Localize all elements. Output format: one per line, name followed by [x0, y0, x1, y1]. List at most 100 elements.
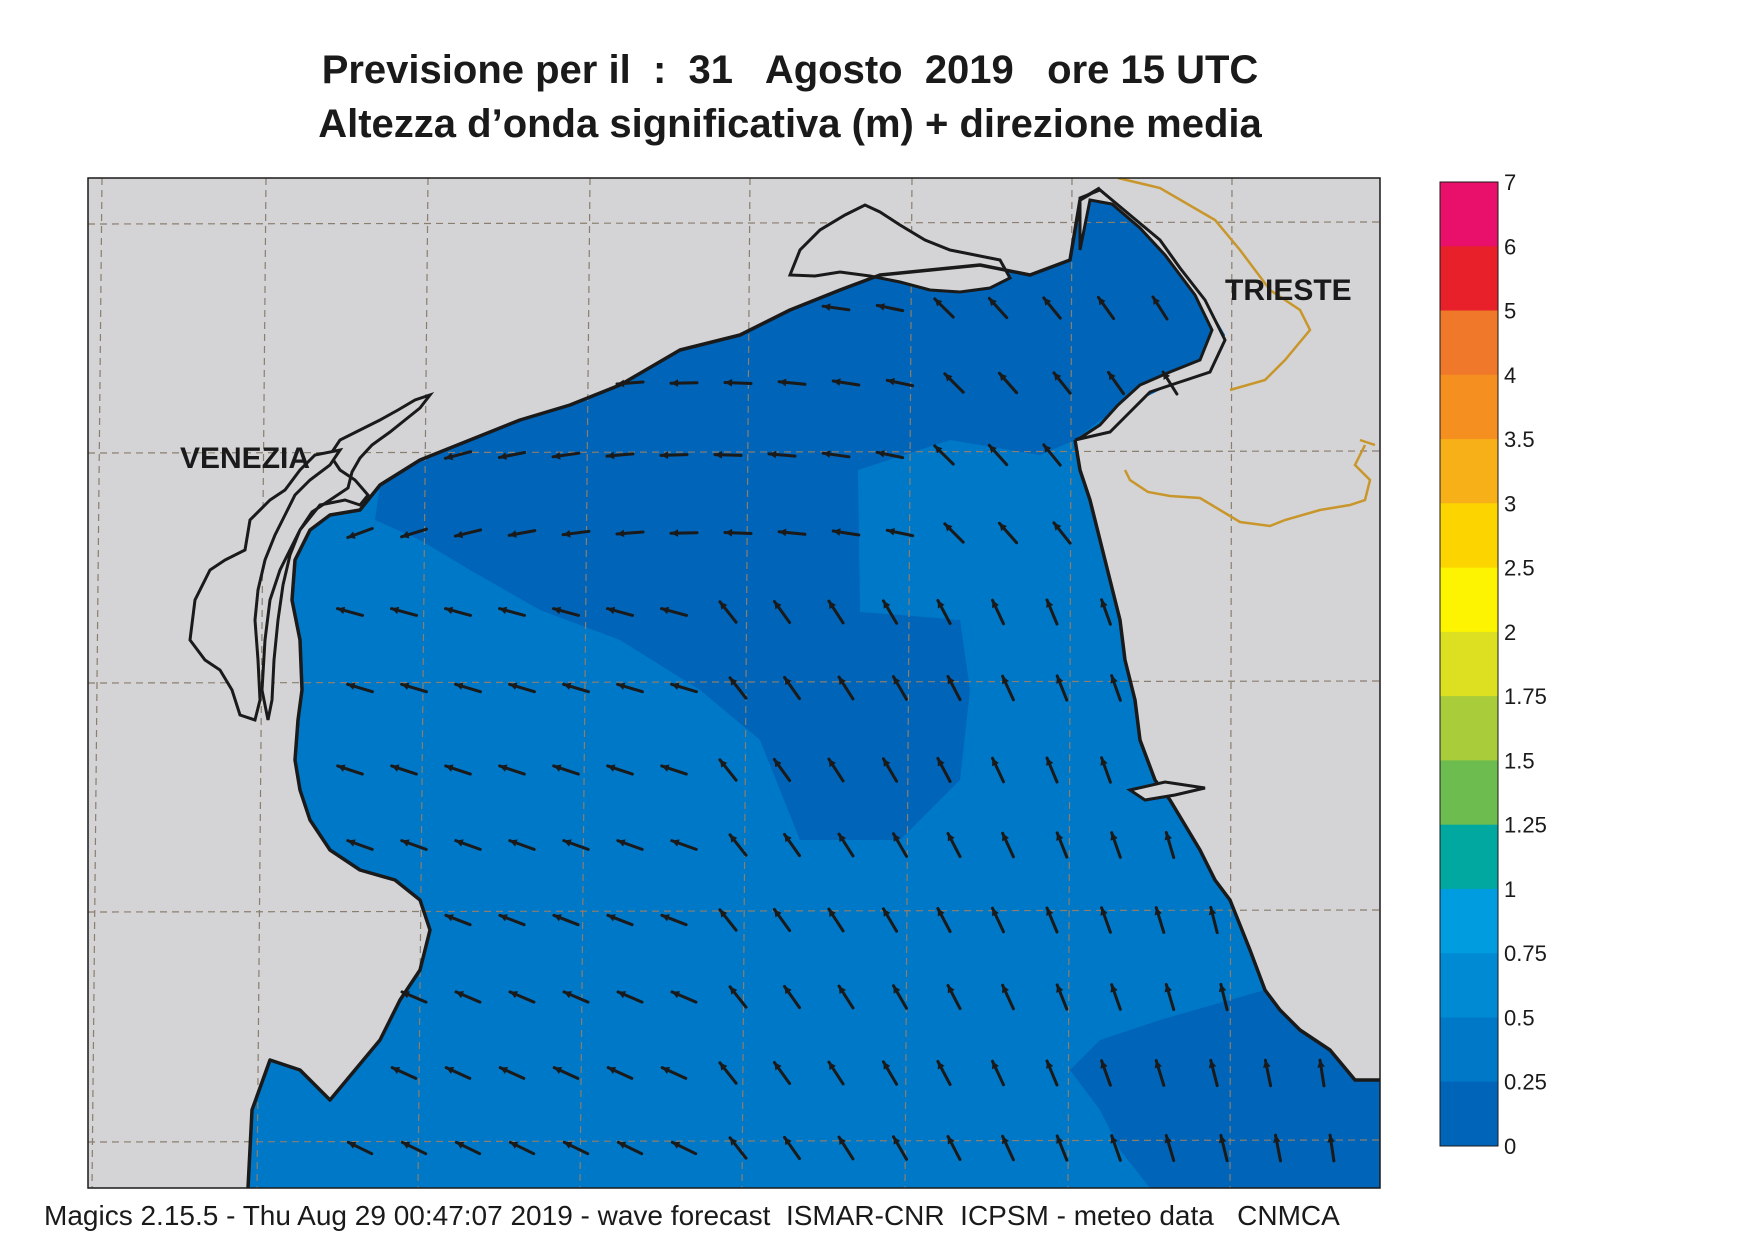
city-label-venezia: VENEZIA — [180, 442, 310, 475]
wave-direction-arrowhead — [1056, 984, 1064, 993]
wave-direction-arrowhead — [1110, 675, 1118, 684]
wave-direction-arrowhead — [1163, 372, 1171, 380]
wave-direction-arrowhead — [617, 839, 626, 847]
wave-direction-arrowhead — [784, 677, 792, 686]
wave-direction-arrowhead — [947, 676, 955, 685]
wave-direction-arrowhead — [999, 523, 1007, 532]
grid-lines — [88, 178, 1380, 1188]
wave-direction-arrowhead — [784, 834, 792, 843]
legend-label: 0.5 — [1504, 1006, 1535, 1031]
wave-direction-arrowhead — [671, 682, 680, 690]
wave-direction-arrowhead — [947, 1136, 955, 1145]
wave-direction-arrowhead — [347, 682, 356, 690]
legend-swatch — [1440, 503, 1498, 569]
national-border — [1117, 178, 1376, 528]
wave-direction-arrowhead — [944, 523, 953, 532]
wave-direction-arrowhead — [992, 600, 999, 609]
wave-direction-arrowhead — [402, 991, 410, 999]
wave-direction-arrowhead — [1164, 1135, 1172, 1144]
wave-direction-arrowhead — [618, 991, 626, 999]
wave-direction-arrowhead — [828, 759, 836, 768]
wave-direction-arrowhead — [784, 986, 792, 995]
wave-direction-arrowhead — [823, 450, 831, 458]
wave-direction-arrowhead — [947, 833, 955, 842]
wave-direction-arrowhead — [839, 986, 846, 994]
wave-direction-arrowhead — [672, 991, 680, 999]
legend-swatch — [1440, 439, 1498, 504]
wave-direction-arrowhead — [607, 606, 616, 615]
legend-label: 0.25 — [1504, 1070, 1547, 1095]
wave-direction-arrowhead — [347, 839, 356, 847]
wave-direction-arrowhead — [1317, 1060, 1325, 1068]
wave-direction-arrowhead — [1046, 600, 1054, 608]
wave-direction-arrowhead — [1043, 297, 1052, 306]
legend-label: 0.75 — [1504, 941, 1547, 966]
color-legend: 7 6 5 4 3.5 3 2.5 2 1.75 1.5 1.25 1 0.75 0.5 0.25 0 — [1439, 170, 1547, 1159]
wave-direction-arrowhead — [833, 528, 841, 536]
legend-swatch — [1440, 888, 1498, 954]
wave-direction-arrowhead — [947, 985, 955, 994]
wave-direction-arrowhead — [877, 303, 885, 311]
wave-direction-arrowhead — [944, 373, 953, 382]
legend-swatch — [1440, 567, 1498, 633]
wave-direction-arrowhead — [992, 758, 999, 767]
wave-direction-arrowhead — [823, 303, 831, 311]
wave-direction-arrowhead — [445, 606, 454, 615]
trieste-coast — [1074, 188, 1227, 442]
wave-direction-arrowhead — [402, 1141, 411, 1149]
wave-direction-arrowhead — [992, 1061, 999, 1070]
wave-direction-arrowhead — [1056, 675, 1064, 684]
map-title-line1: Previsione per il : 31 Agosto 2019 ore 1… — [321, 48, 1259, 92]
legend-label: 1 — [1504, 877, 1516, 902]
legend-label: 3.5 — [1504, 427, 1535, 452]
wave-direction-arrowhead — [730, 986, 738, 995]
legend-label: 2.5 — [1504, 556, 1535, 581]
wave-direction-arrowhead — [1110, 984, 1118, 993]
city-label-trieste: TRIESTE — [1225, 274, 1352, 307]
wave-direction-arrowhead — [719, 1062, 728, 1071]
wave-direction-arrowhead — [455, 839, 464, 847]
wave-direction-arrowhead — [1046, 908, 1054, 916]
wave-direction-arrowhead — [833, 378, 841, 386]
wave-direction-arrowhead — [391, 764, 400, 772]
wave-direction-arrowhead — [937, 758, 945, 767]
wave-direction-arrowhead — [839, 834, 846, 842]
legend-label: 1.5 — [1504, 748, 1535, 773]
wave-direction-arrowhead — [510, 991, 518, 999]
wave-direction-arrowhead — [1046, 758, 1054, 766]
wave-direction-arrowhead — [672, 1141, 681, 1149]
wave-direction-arrowhead — [784, 1137, 792, 1146]
wave-direction-arrowhead — [500, 1067, 509, 1074]
wave-direction-arrowhead — [661, 451, 669, 459]
wave-direction-arrowhead — [893, 833, 901, 842]
wave-direction-arrowhead — [563, 682, 572, 690]
wave-direction-arrowhead — [1263, 1060, 1271, 1068]
wave-direction-arrowhead — [671, 379, 679, 387]
legend-frame — [1439, 181, 1499, 1147]
wave-direction-arrowhead — [883, 1061, 891, 1070]
wave-direction-arrowhead — [934, 298, 943, 307]
wave-direction-arrowhead — [719, 759, 728, 768]
wave-direction-arrowhead — [779, 378, 787, 387]
wave-direction-arrowhead — [563, 530, 571, 538]
wave-direction-arrowhead — [1098, 297, 1106, 306]
wave-direction-arrowhead — [456, 1141, 465, 1149]
wave-direction-arrowhead — [661, 764, 670, 772]
wave-direction-arrowhead — [828, 601, 836, 610]
legend-label: 2 — [1504, 620, 1516, 645]
wave-direction-arrowhead — [992, 908, 999, 917]
wave-direction-arrowhead — [1043, 444, 1052, 453]
wave-direction-arrowhead — [607, 914, 616, 922]
wave-direction-arrowhead — [774, 601, 782, 610]
wave-direction-arrowhead — [391, 606, 400, 615]
wave-direction-arrowhead — [499, 606, 508, 615]
venice-lagoon-islands — [260, 392, 435, 721]
wave-direction-arrowhead — [725, 378, 733, 387]
wave-direction-arrowhead — [725, 528, 733, 537]
coastline — [246, 186, 1380, 1188]
wave-direction-arrowhead — [1164, 832, 1172, 841]
wave-direction-arrowhead — [661, 606, 670, 615]
wave-direction-arrowhead — [989, 298, 997, 307]
wave-direction-arrowhead — [553, 914, 562, 922]
wave-direction-arrowhead — [445, 764, 454, 772]
